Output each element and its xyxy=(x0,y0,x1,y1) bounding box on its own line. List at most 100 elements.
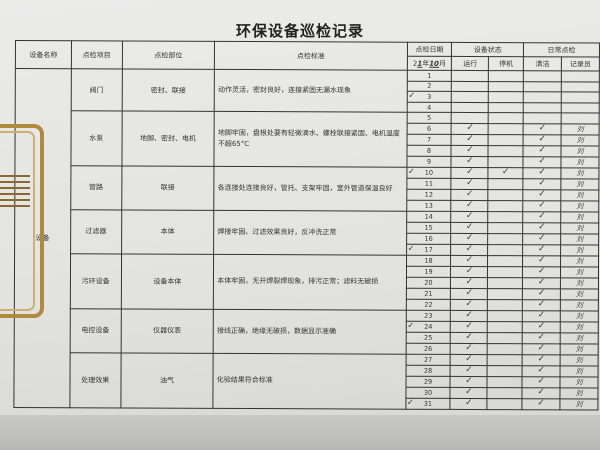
running-cell[interactable]: ✓ xyxy=(450,365,488,377)
stopped-cell[interactable] xyxy=(488,112,524,124)
clean-cell[interactable] xyxy=(523,113,562,124)
running-cell[interactable]: ✓ xyxy=(451,233,488,245)
stopped-cell[interactable]: ✓ xyxy=(488,167,524,179)
running-cell[interactable]: ✓ xyxy=(450,321,488,333)
running-cell[interactable] xyxy=(451,80,489,92)
clean-cell[interactable]: ✓ xyxy=(522,244,561,256)
clean-cell[interactable]: ✓ xyxy=(522,288,561,300)
stopped-cell[interactable] xyxy=(488,81,524,92)
clean-cell[interactable]: ✓ xyxy=(522,398,561,410)
clean-cell[interactable]: ✓ xyxy=(522,211,561,223)
recorder-cell[interactable] xyxy=(561,70,600,82)
running-cell[interactable]: ✓ xyxy=(450,376,488,388)
running-cell[interactable]: ✓ xyxy=(450,288,488,300)
running-cell[interactable]: ✓ xyxy=(451,145,489,157)
stopped-cell[interactable] xyxy=(488,189,524,201)
clean-cell[interactable]: ✓ xyxy=(522,343,561,355)
clean-cell[interactable]: ✓ xyxy=(523,134,562,146)
stopped-cell[interactable] xyxy=(488,102,524,114)
stopped-cell[interactable] xyxy=(487,376,523,388)
recorder-cell[interactable] xyxy=(561,113,600,125)
recorder-cell[interactable] xyxy=(561,81,600,93)
clean-cell[interactable]: ✓ xyxy=(522,299,561,311)
clean-cell[interactable]: ✓ xyxy=(523,156,562,168)
stopped-cell[interactable] xyxy=(488,145,524,157)
clean-cell[interactable]: ✓ xyxy=(522,233,561,245)
running-cell[interactable] xyxy=(451,102,489,113)
clean-cell[interactable]: ✓ xyxy=(522,222,561,234)
clean-cell[interactable]: ✓ xyxy=(522,200,561,212)
clean-cell[interactable]: ✓ xyxy=(523,123,562,135)
check-icon: ✓ xyxy=(466,134,474,145)
clean-cell[interactable] xyxy=(523,91,562,103)
clean-cell[interactable]: ✓ xyxy=(523,178,561,190)
stopped-cell[interactable] xyxy=(488,70,524,82)
clean-cell[interactable]: ✓ xyxy=(522,266,561,278)
running-cell[interactable]: ✓ xyxy=(450,332,488,344)
stopped-cell[interactable] xyxy=(487,244,523,256)
recorder-cell[interactable] xyxy=(561,92,600,103)
stopped-cell[interactable] xyxy=(488,200,523,212)
stopped-cell[interactable] xyxy=(488,156,524,168)
clean-cell[interactable]: ✓ xyxy=(522,332,561,344)
day-cell: 13 xyxy=(406,200,452,212)
stopped-cell[interactable] xyxy=(487,266,523,278)
running-cell[interactable]: ✓ xyxy=(451,123,489,135)
clean-cell[interactable]: ✓ xyxy=(523,167,562,179)
stopped-cell[interactable] xyxy=(487,233,523,245)
running-cell[interactable]: ✓ xyxy=(451,222,489,234)
stopped-cell[interactable] xyxy=(487,299,523,311)
running-cell[interactable]: ✓ xyxy=(451,167,489,179)
stopped-cell[interactable] xyxy=(487,398,523,410)
stopped-cell[interactable] xyxy=(487,354,523,366)
running-cell[interactable]: ✓ xyxy=(451,156,489,168)
stopped-cell[interactable] xyxy=(488,178,524,190)
clean-cell[interactable]: ✓ xyxy=(522,376,561,388)
running-cell[interactable]: ✓ xyxy=(450,266,488,278)
clean-cell[interactable]: ✓ xyxy=(522,255,561,267)
running-cell[interactable]: ✓ xyxy=(451,211,489,223)
clean-cell[interactable]: ✓ xyxy=(523,145,562,157)
stopped-cell[interactable] xyxy=(487,387,523,399)
recorder-cell[interactable] xyxy=(561,102,600,114)
stopped-cell[interactable] xyxy=(487,255,523,267)
stopped-cell[interactable] xyxy=(488,134,524,146)
stopped-cell[interactable] xyxy=(487,222,523,234)
stopped-cell[interactable] xyxy=(487,310,523,322)
running-cell[interactable] xyxy=(451,112,489,124)
running-cell[interactable]: ✓ xyxy=(451,134,489,146)
clean-cell[interactable]: ✓ xyxy=(522,354,561,366)
running-cell[interactable]: ✓ xyxy=(451,178,489,190)
running-cell[interactable]: ✓ xyxy=(450,277,488,289)
stopped-cell[interactable] xyxy=(488,123,524,135)
stopped-cell[interactable] xyxy=(487,365,523,377)
stopped-cell[interactable] xyxy=(487,332,523,344)
running-cell[interactable]: ✓ xyxy=(451,200,489,212)
running-cell[interactable] xyxy=(451,91,489,103)
stopped-cell[interactable] xyxy=(487,288,523,300)
stopped-cell[interactable] xyxy=(488,211,523,223)
stopped-cell[interactable] xyxy=(487,321,523,333)
clean-cell[interactable]: ✓ xyxy=(522,387,561,399)
clean-cell[interactable]: ✓ xyxy=(522,310,561,322)
running-cell[interactable]: ✓ xyxy=(450,387,488,399)
running-cell[interactable]: ✓ xyxy=(450,343,488,355)
running-cell[interactable]: ✓ xyxy=(450,299,488,311)
clean-cell[interactable]: ✓ xyxy=(522,277,561,289)
running-cell[interactable]: ✓ xyxy=(450,244,488,256)
running-cell[interactable]: ✓ xyxy=(450,354,488,366)
clean-cell[interactable]: ✓ xyxy=(522,189,561,201)
clean-cell[interactable]: ✓ xyxy=(522,321,561,333)
clean-cell[interactable] xyxy=(523,102,562,114)
running-cell[interactable] xyxy=(451,70,489,82)
stopped-cell[interactable] xyxy=(487,343,523,355)
stopped-cell[interactable] xyxy=(487,277,523,289)
running-cell[interactable]: ✓ xyxy=(450,398,488,410)
stopped-cell[interactable] xyxy=(488,91,524,103)
clean-cell[interactable]: ✓ xyxy=(522,365,561,377)
running-cell[interactable]: ✓ xyxy=(451,189,489,201)
running-cell[interactable]: ✓ xyxy=(450,310,488,322)
running-cell[interactable]: ✓ xyxy=(450,255,488,267)
clean-cell[interactable] xyxy=(523,70,562,82)
clean-cell[interactable] xyxy=(523,81,562,93)
